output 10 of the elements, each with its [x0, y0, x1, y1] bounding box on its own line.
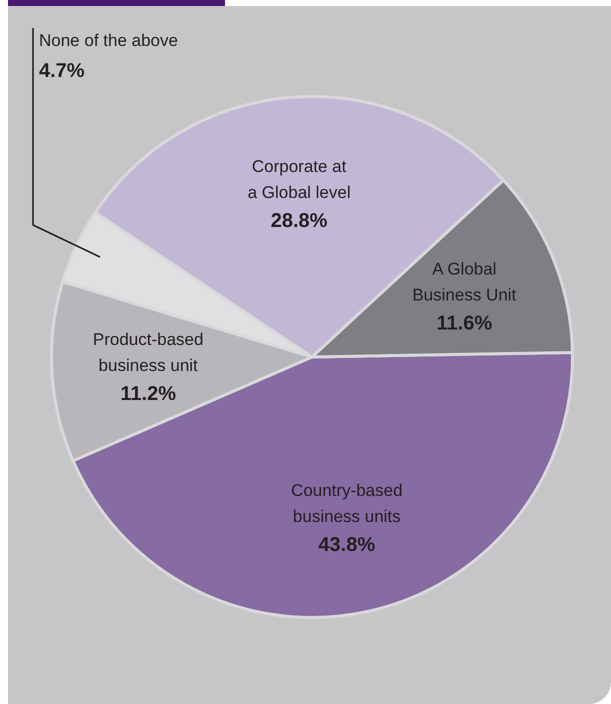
slice-label: Country-based business units: [291, 481, 403, 526]
slice-label: Corporate at a Global level: [248, 157, 351, 202]
data-label: 11.2%: [120, 383, 176, 406]
data-label: 43.8%: [318, 534, 376, 556]
data-label: 11.6%: [436, 312, 492, 334]
data-label: 28.8%: [270, 210, 328, 232]
slice-label: Product-based business unit: [92, 330, 204, 376]
slice-label: A Global Business Unit: [412, 260, 517, 305]
slice-label: None of the above: [39, 31, 178, 50]
data-label: 4.7%: [39, 60, 85, 82]
